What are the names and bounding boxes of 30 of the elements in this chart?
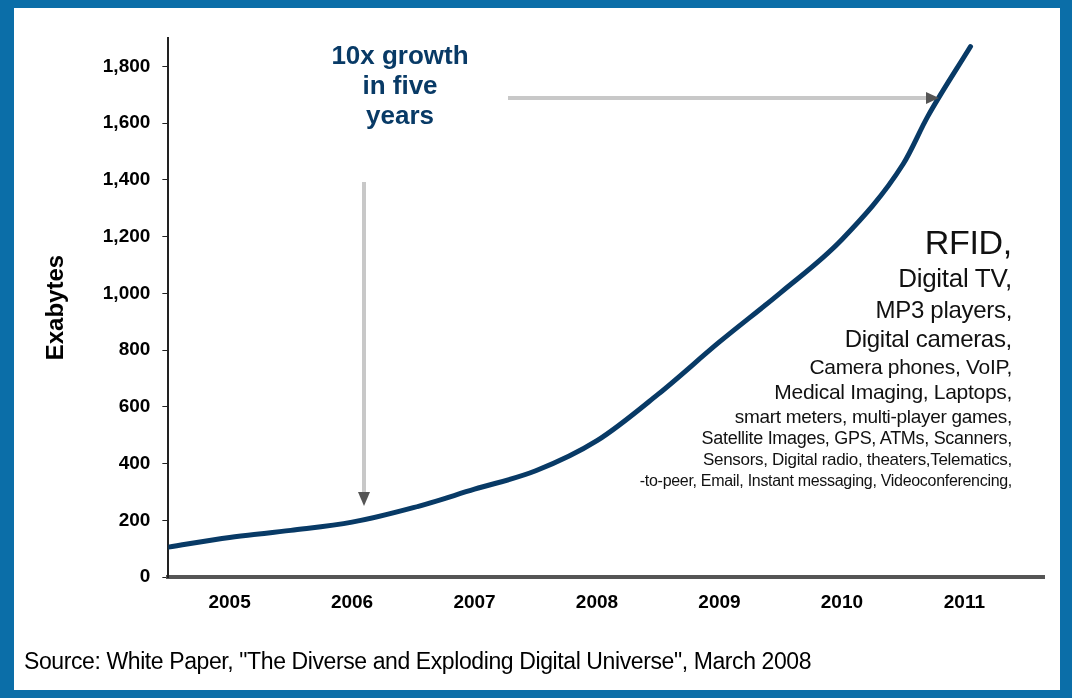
annotation: smart meters, multi-player games, — [733, 404, 1012, 429]
annotation: MP3 players, — [874, 295, 1012, 325]
y-tick-label: 800 — [118, 338, 151, 360]
y-axis-title: Exabytes — [41, 254, 69, 361]
annotation: Digital cameras, — [843, 324, 1012, 354]
y-tick-label: 200 — [118, 508, 151, 530]
x-tick-label: 2008 — [575, 590, 619, 612]
source-note: Source: White Paper, "The Diverse and Exploding Digital Universe", March 2008 — [24, 648, 813, 675]
y-tick-label: 0 — [139, 565, 151, 587]
y-tick-label: 1,800 — [102, 54, 151, 76]
y-tick-label: 1,400 — [102, 168, 151, 190]
y-tick-label: 1,000 — [102, 281, 151, 303]
x-tick-label: 2005 — [208, 590, 252, 612]
annotation: Sensors, Digital radio, theaters,Telematics, — [702, 450, 1012, 471]
annotation: Camera phones, VoIP, — [808, 353, 1012, 380]
x-tick-label: 2007 — [453, 590, 496, 612]
x-tick-label: 2010 — [820, 590, 864, 612]
y-tick-label: 400 — [118, 451, 151, 473]
y-tick-label: 1,600 — [102, 111, 151, 133]
annotation: 10x growth in five years — [330, 40, 470, 130]
annotation: Medical Imaging, Laptops, — [773, 379, 1012, 405]
annotation: Digital TV, — [897, 263, 1012, 296]
annotation: Satellite Images, GPS, ATMs, Scanners, — [700, 428, 1012, 451]
y-tick-label: 600 — [118, 395, 151, 417]
annotation: -to-peer, Email, Instant messaging, Videoconferencing, — [639, 470, 1012, 491]
annotation: RFID, — [923, 222, 1012, 263]
x-tick-label: 2006 — [330, 590, 374, 612]
x-tick-label: 2011 — [943, 590, 986, 612]
x-tick-label: 2009 — [698, 590, 741, 612]
y-tick-label: 1,200 — [102, 224, 151, 246]
